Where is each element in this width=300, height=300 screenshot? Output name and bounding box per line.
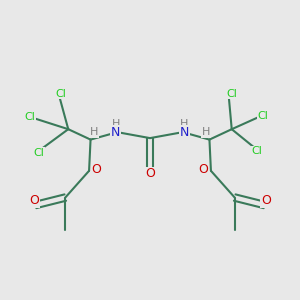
Text: Cl: Cl [226,88,237,98]
Text: H: H [112,119,120,129]
Text: N: N [179,126,189,139]
Text: H: H [90,127,98,137]
Text: H: H [180,119,188,129]
Text: O: O [261,194,271,207]
Text: H: H [202,127,210,137]
Text: O: O [92,163,101,176]
Text: Cl: Cl [33,148,44,158]
Text: O: O [199,163,208,176]
Text: N: N [111,126,121,139]
Text: O: O [145,167,155,180]
Text: Cl: Cl [24,112,35,122]
Text: O: O [29,194,39,207]
Text: Cl: Cl [252,146,262,157]
Text: Cl: Cl [56,88,66,98]
Text: Cl: Cl [257,111,268,121]
